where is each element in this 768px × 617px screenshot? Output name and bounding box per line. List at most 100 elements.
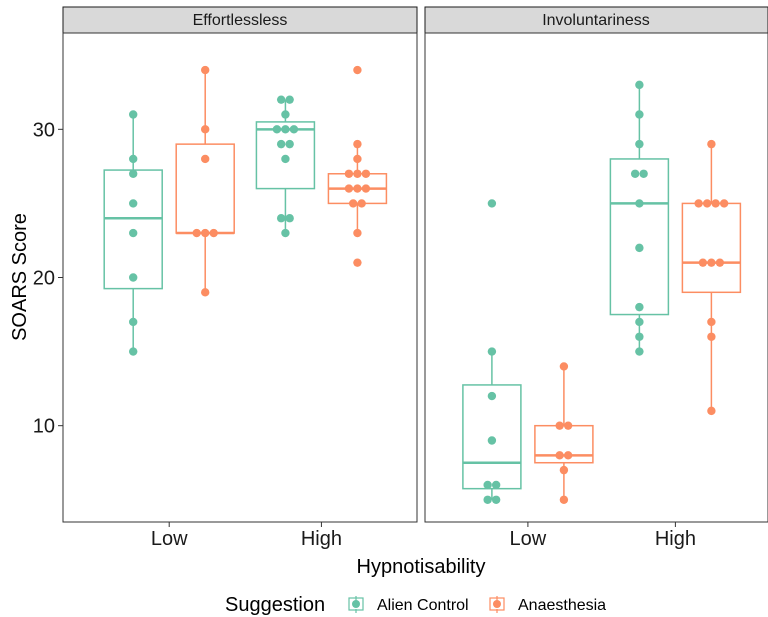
facet-label-involuntariness: Involuntariness bbox=[542, 12, 650, 29]
data-point bbox=[707, 317, 716, 327]
data-point bbox=[635, 332, 644, 341]
marks-effortlessless bbox=[103, 65, 388, 356]
box-group-involuntariness-low-anaesthesia bbox=[534, 362, 594, 504]
data-point bbox=[285, 214, 294, 223]
box-group-effortlessless-high-alien-control bbox=[255, 95, 316, 238]
data-point bbox=[707, 139, 716, 149]
data-point bbox=[555, 421, 564, 430]
box-group-effortlessless-high-anaesthesia bbox=[327, 65, 388, 267]
data-point bbox=[353, 154, 362, 164]
data-point bbox=[563, 421, 573, 430]
data-point bbox=[201, 288, 210, 297]
data-point bbox=[353, 65, 362, 75]
data-point bbox=[635, 80, 644, 90]
legend-title: Suggestion bbox=[225, 594, 325, 616]
data-point bbox=[201, 65, 210, 75]
data-point bbox=[353, 184, 362, 193]
box-group-involuntariness-high-alien-control bbox=[609, 80, 670, 356]
legend-key-alien-control bbox=[348, 596, 364, 613]
legend-key-anaesthesia bbox=[489, 596, 505, 613]
data-point bbox=[487, 436, 497, 445]
data-point bbox=[281, 125, 290, 134]
data-point bbox=[702, 199, 712, 208]
legend-label-anaesthesia: Anaesthesia bbox=[518, 597, 606, 614]
y-axis-title: SOARS Score bbox=[9, 213, 31, 341]
x-axis: Low High Low High bbox=[151, 522, 696, 550]
data-point bbox=[201, 125, 210, 134]
data-point bbox=[630, 169, 640, 178]
data-point bbox=[353, 139, 362, 149]
data-point bbox=[694, 199, 703, 208]
box bbox=[681, 202, 742, 294]
data-point bbox=[285, 139, 294, 149]
data-point bbox=[201, 228, 210, 238]
data-point bbox=[707, 406, 716, 416]
box-group-involuntariness-low-alien-control bbox=[462, 199, 522, 504]
legend: Suggestion Alien Control Anaesthesia bbox=[225, 594, 606, 616]
data-point bbox=[635, 139, 644, 149]
box bbox=[534, 424, 594, 464]
data-point bbox=[281, 154, 290, 164]
data-point bbox=[129, 154, 138, 164]
data-point bbox=[487, 347, 497, 356]
data-point bbox=[559, 495, 569, 504]
data-point bbox=[129, 347, 138, 356]
x-tick-label-high: High bbox=[301, 528, 342, 550]
data-point bbox=[491, 495, 501, 504]
x-tick-label-low: Low bbox=[151, 528, 188, 550]
x-axis-title: Hypnotisability bbox=[357, 556, 486, 578]
data-point bbox=[357, 199, 366, 208]
box-group-effortlessless-low-anaesthesia bbox=[175, 65, 235, 297]
data-point bbox=[281, 110, 290, 119]
data-point bbox=[555, 451, 564, 460]
data-point bbox=[209, 228, 218, 238]
data-point bbox=[483, 480, 492, 490]
data-point bbox=[289, 125, 299, 134]
data-point bbox=[707, 258, 716, 267]
data-point bbox=[353, 228, 362, 238]
legend-point-anaesthesia bbox=[493, 600, 501, 608]
data-point bbox=[559, 465, 569, 475]
data-point bbox=[276, 95, 286, 104]
data-point bbox=[715, 258, 725, 267]
y-tick-label: 20 bbox=[33, 268, 55, 290]
legend-box-alien-control bbox=[348, 597, 364, 611]
data-point bbox=[491, 480, 501, 490]
data-point bbox=[201, 154, 210, 164]
data-point bbox=[719, 199, 729, 208]
data-point bbox=[635, 317, 644, 327]
x-tick-label-low: Low bbox=[510, 528, 547, 550]
data-point bbox=[272, 125, 282, 134]
data-point bbox=[276, 139, 286, 149]
data-point bbox=[487, 199, 497, 208]
data-point bbox=[344, 184, 354, 193]
data-point bbox=[129, 199, 138, 208]
box-group-involuntariness-high-anaesthesia bbox=[681, 139, 742, 416]
facet-label-effortlessless: Effortlessless bbox=[193, 12, 288, 29]
legend-label-alien-control: Alien Control bbox=[377, 597, 469, 614]
data-point bbox=[483, 495, 492, 504]
data-point bbox=[129, 317, 138, 327]
data-point bbox=[635, 347, 644, 356]
y-tick-label: 10 bbox=[33, 416, 55, 438]
data-point bbox=[559, 362, 569, 371]
data-point bbox=[361, 184, 371, 193]
data-point bbox=[281, 228, 290, 238]
y-axis: 10 20 30 bbox=[33, 119, 63, 438]
data-point bbox=[129, 273, 138, 282]
data-point bbox=[285, 95, 294, 104]
y-tick-label: 30 bbox=[33, 119, 55, 141]
data-point bbox=[487, 391, 497, 401]
data-point bbox=[361, 169, 371, 178]
data-point bbox=[344, 169, 354, 178]
data-point bbox=[707, 332, 716, 341]
box bbox=[609, 158, 670, 316]
panel-effortlessless: Effortlessless bbox=[62, 6, 418, 523]
box-group-effortlessless-low-alien-control bbox=[103, 110, 163, 356]
legend-box-anaesthesia bbox=[489, 597, 505, 611]
data-point bbox=[192, 228, 201, 238]
legend-point-alien-control bbox=[352, 600, 360, 608]
marks-involuntariness bbox=[462, 80, 742, 504]
data-point bbox=[711, 199, 720, 208]
